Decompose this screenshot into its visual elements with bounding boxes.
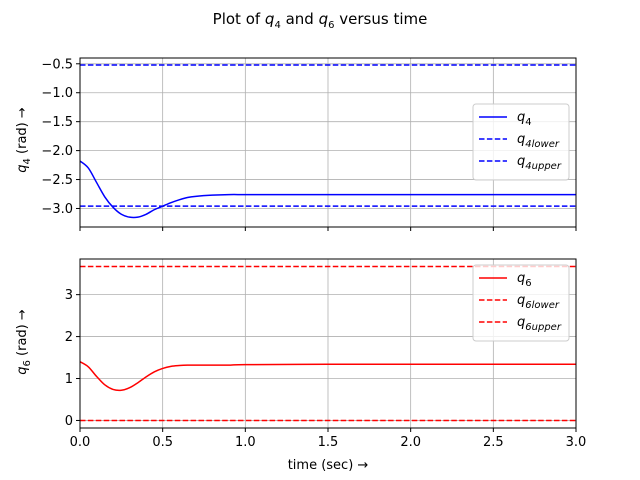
subplot-q4: −0.5 −1.0 −1.5 −2.0 −2.5 −3.0 q4 (rad) → q4 q4… bbox=[15, 57, 577, 231]
y-axis-label-q6: q6 (rad) → bbox=[15, 309, 33, 375]
x-tick-label: 0.5 bbox=[152, 435, 173, 450]
y-axis-label-q4: q4 (rad) → bbox=[15, 107, 33, 173]
legend-label-q6: q6 bbox=[517, 271, 532, 289]
y-tick-label: 3 bbox=[65, 288, 73, 303]
y-tick-label: −1.0 bbox=[41, 86, 73, 101]
x-tick-label: 1.0 bbox=[235, 435, 256, 450]
legend-label-q4upper: q4upper bbox=[517, 154, 562, 172]
x-tick-label: 0.0 bbox=[70, 435, 91, 450]
y-tick-label: −3.0 bbox=[41, 202, 73, 217]
y-tick-label: −2.5 bbox=[41, 173, 73, 188]
subplot-q6: 0.0 0.5 1.0 1.5 2.0 2.5 3.0 0 1 2 3 q6 (rad) → q6 q… bbox=[15, 258, 587, 450]
chart-title: Plot of q4 and q6 versus time bbox=[213, 10, 428, 31]
y-tick-label: −2.0 bbox=[41, 144, 73, 159]
legend-label-q4: q4 bbox=[517, 110, 532, 128]
series-line-q6 bbox=[80, 361, 576, 392]
x-tick-label: 1.5 bbox=[318, 435, 339, 450]
x-tick-label: 2.0 bbox=[400, 435, 421, 450]
legend-label-q6lower: q6lower bbox=[517, 293, 560, 311]
legend-label-q6upper: q6upper bbox=[517, 315, 562, 333]
y-tick-label: −0.5 bbox=[41, 57, 73, 72]
y-tick-label: 0 bbox=[65, 414, 73, 429]
y-tick-label: 1 bbox=[65, 372, 73, 387]
x-tick-label: 2.5 bbox=[483, 435, 504, 450]
legend-label-q4lower: q4lower bbox=[517, 132, 560, 150]
x-tick-label: 3.0 bbox=[566, 435, 587, 450]
y-tick-label: 2 bbox=[65, 330, 73, 345]
x-axis-label: time (sec) → bbox=[288, 458, 369, 473]
y-tick-label: −1.5 bbox=[41, 115, 73, 130]
